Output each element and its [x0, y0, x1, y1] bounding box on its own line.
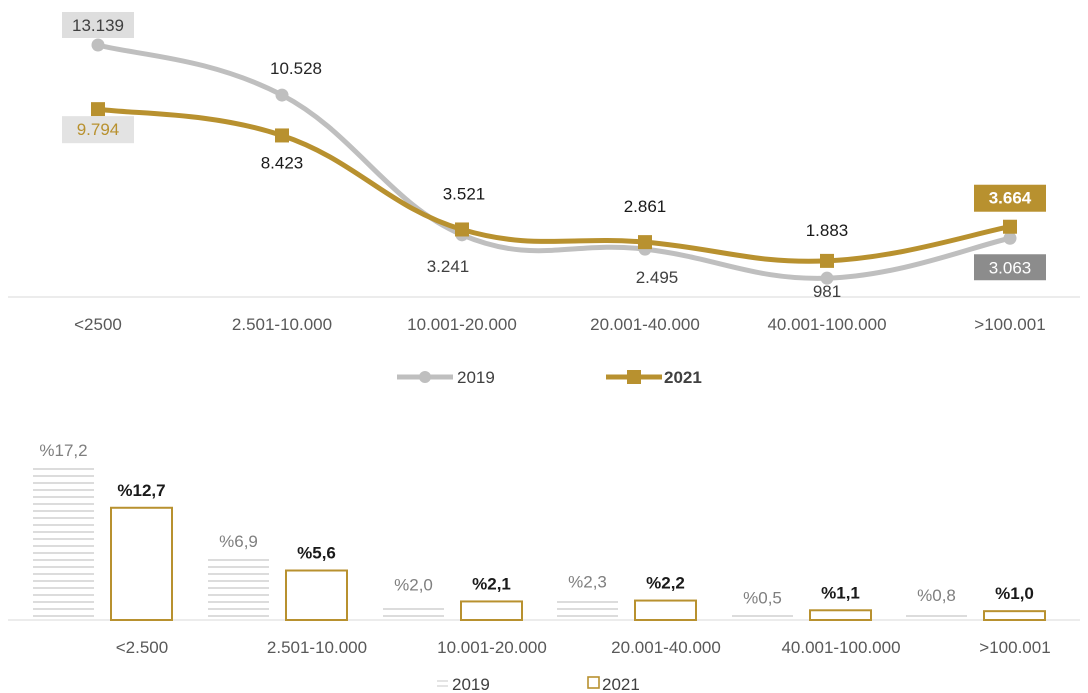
- bar-label-2021: %1,0: [995, 584, 1034, 603]
- bar-label-2021: %12,7: [117, 481, 165, 500]
- data-label-2021: 1.883: [806, 221, 849, 240]
- bar-label-2021: %2,2: [646, 574, 685, 593]
- bar-2021: [983, 610, 1046, 621]
- label-box-2019: [62, 12, 134, 38]
- bar-label-2019: %0,5: [743, 589, 782, 608]
- bar-x-tick-label: >100.001: [979, 638, 1050, 657]
- legend-2021-marker: [627, 370, 641, 384]
- bar-label-2019: %0,8: [917, 586, 956, 605]
- x-tick-label: 10.001-20.000: [407, 315, 517, 334]
- legend-2019-marker: [419, 371, 431, 383]
- x-tick-label: <2500: [74, 315, 122, 334]
- data-label-2019: 3.241: [427, 257, 470, 276]
- series-2019-point: [91, 38, 105, 52]
- series-2019-point: [275, 88, 289, 102]
- series-2021-point: [1003, 219, 1017, 234]
- legend-bar-2021-label: 2021: [602, 675, 640, 693]
- bar-x-tick-label: <2.500: [116, 638, 168, 657]
- series-2021-point: [455, 222, 469, 237]
- series-2019-line: [97, 42, 1011, 281]
- legend-2021-label: 2021: [664, 368, 702, 387]
- label-box-2019: [974, 254, 1046, 281]
- series-2021-line: [97, 106, 1011, 264]
- bar-2021: [110, 506, 173, 622]
- x-tick-label: 40.001-100.000: [767, 315, 886, 334]
- series-2021-point: [91, 102, 105, 117]
- label-box-2021: [62, 116, 134, 144]
- data-label-2021: 9.794: [77, 120, 120, 139]
- bar-2021: [285, 569, 348, 622]
- bar-label-2019: %2,3: [568, 573, 607, 592]
- bar-x-tick-label: 20.001-40.000: [611, 638, 721, 657]
- series-2021-point: [275, 128, 289, 143]
- legend-bar-2019-label: 2019: [452, 675, 490, 693]
- data-label-2019: 981: [813, 282, 841, 301]
- label-box-2021: [974, 184, 1046, 212]
- series-2019-point: [1003, 231, 1017, 245]
- bar-x-tick-label: 10.001-20.000: [437, 638, 547, 657]
- series-2021-point: [820, 253, 834, 268]
- data-label-2021: 2.861: [624, 197, 667, 216]
- bar-x-tick-label: 40.001-100.000: [781, 638, 900, 657]
- series-2021-point: [638, 235, 652, 250]
- bar-label-2019: %2,0: [394, 575, 433, 594]
- data-label-2019: 10.528: [270, 59, 322, 78]
- bar-label-2019: %6,9: [219, 532, 258, 551]
- x-tick-label: 20.001-40.000: [590, 315, 700, 334]
- data-label-2019: 2.495: [636, 268, 679, 287]
- data-label-2021: 8.423: [261, 153, 304, 172]
- bar-label-2019: %17,2: [39, 441, 87, 460]
- bar-2021: [460, 600, 523, 621]
- legend-2019-label: 2019: [457, 368, 495, 387]
- bar-2021: [634, 599, 697, 622]
- bar-label-2021: %1,1: [821, 583, 860, 602]
- legend-bar-2021-swatch: [587, 676, 600, 689]
- x-tick-label: >100.001: [974, 315, 1045, 334]
- bar-label-2021: %5,6: [297, 544, 336, 563]
- data-label-2019: 13.139: [72, 16, 124, 35]
- bar-x-tick-label: 2.501-10.000: [267, 638, 367, 657]
- bar-2021: [809, 609, 872, 621]
- x-tick-label: 2.501-10.000: [232, 315, 332, 334]
- data-label-2021: 3.664: [989, 189, 1032, 208]
- bar-label-2021: %2,1: [472, 574, 511, 593]
- data-label-2019: 3.063: [989, 258, 1032, 277]
- series-2019-point: [820, 271, 834, 285]
- data-label-2021: 3.521: [443, 184, 486, 203]
